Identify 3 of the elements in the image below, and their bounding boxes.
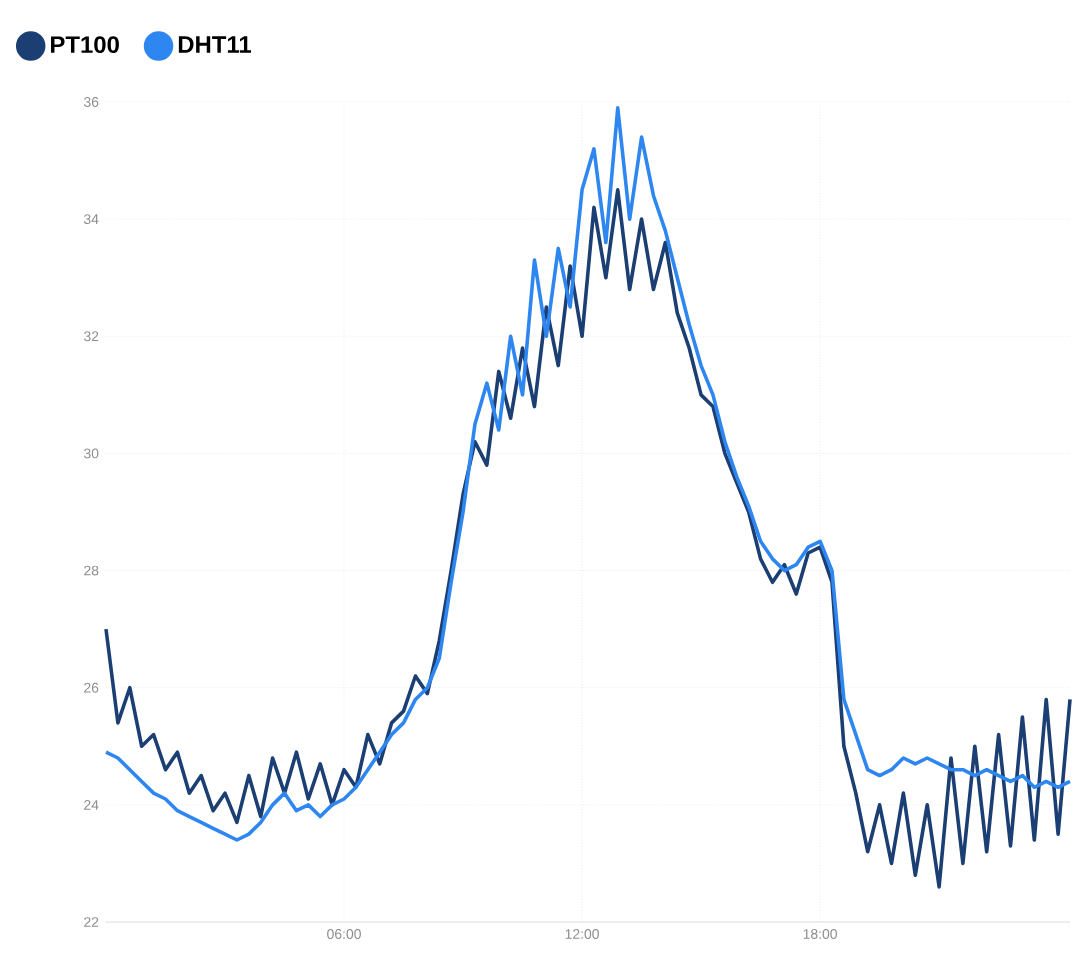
legend-label: PT100 (51, 36, 119, 54)
legend-label: DHT11 (178, 36, 252, 53)
line-series (104, 188, 1072, 889)
